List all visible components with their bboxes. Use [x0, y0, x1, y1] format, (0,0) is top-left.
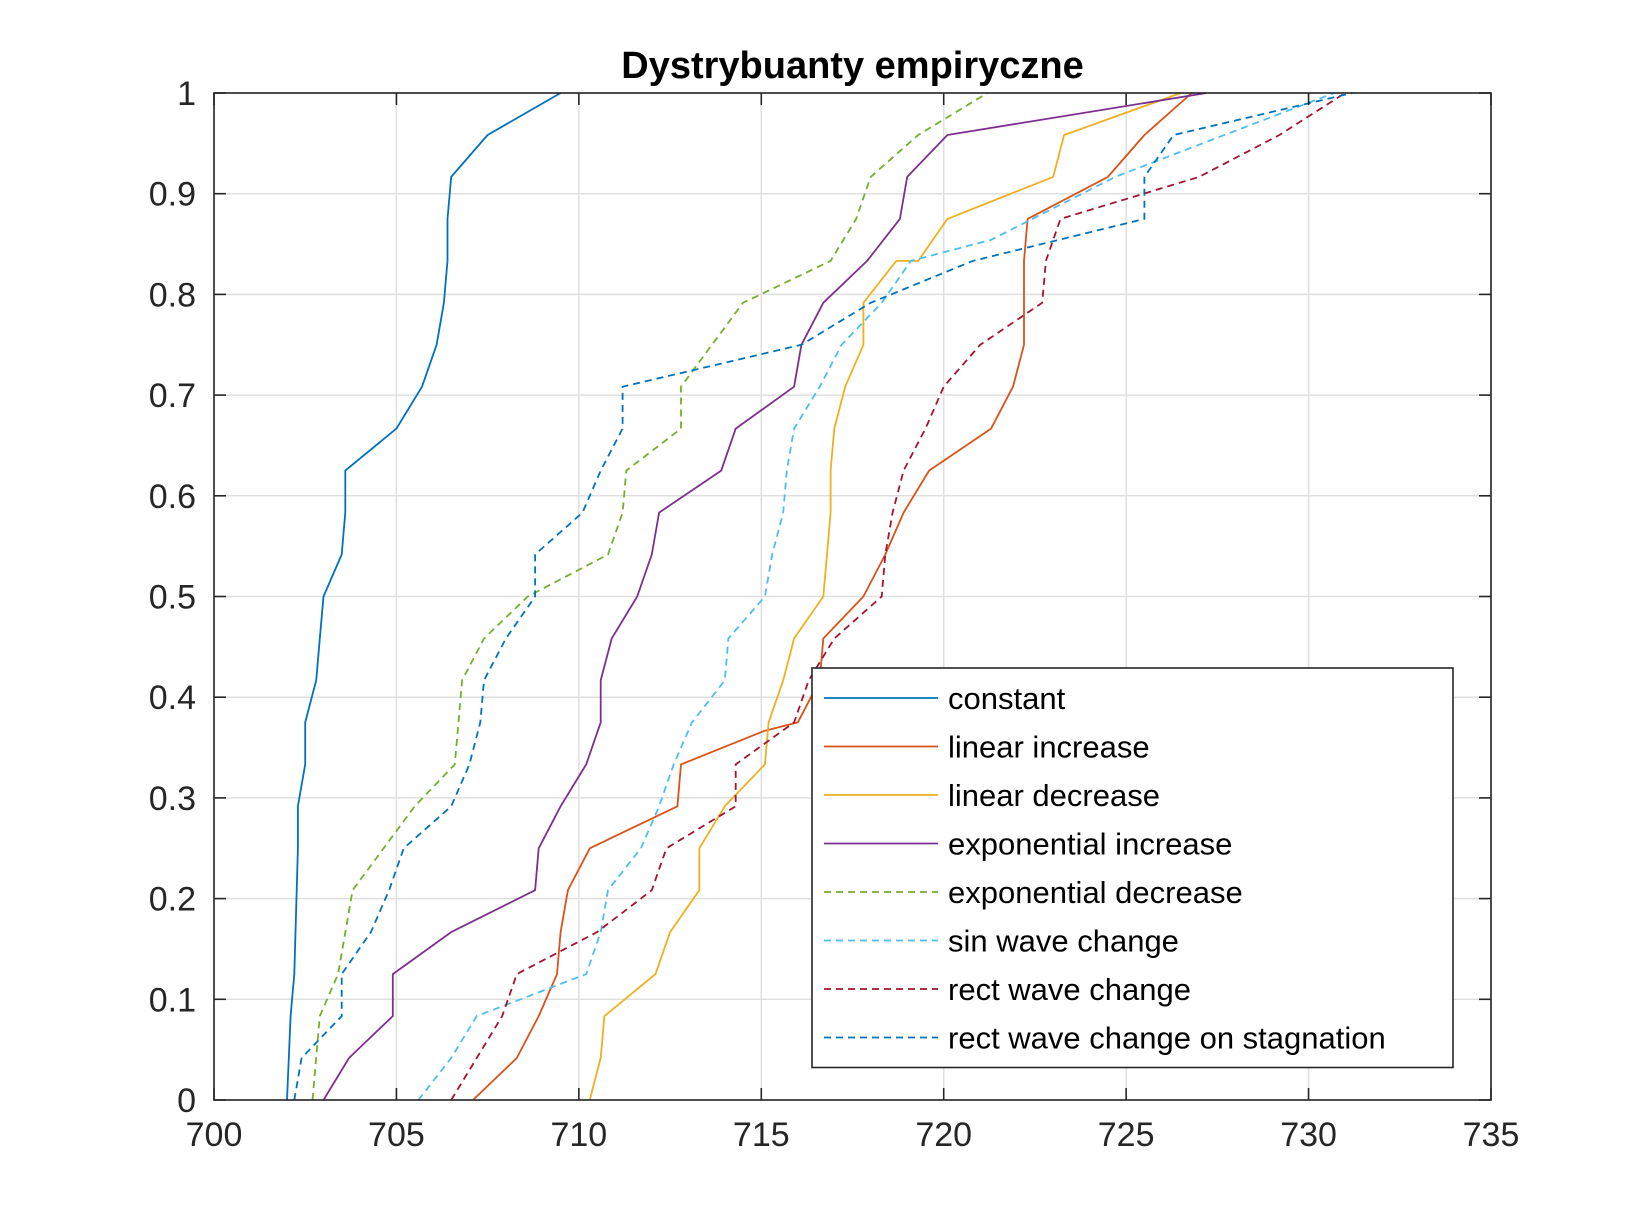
series-line-linear-decrease — [588, 92, 1182, 1101]
y-axis-ticks: 0 0.1 0.2 0.3 0.4 0.5 0.6 0.7 0.8 0.9 1 — [149, 75, 1491, 1120]
x-tick-label: 730 — [1280, 1116, 1337, 1154]
x-tick-label: 700 — [186, 1116, 243, 1154]
x-tick-label: 720 — [915, 1116, 972, 1154]
x-tick-label: 725 — [1098, 1116, 1155, 1154]
y-tick-label: 0.9 — [149, 176, 196, 214]
legend-entry-label: linear decrease — [948, 778, 1160, 813]
series-line-exponential-decrease — [311, 92, 988, 1101]
x-tick-label: 710 — [550, 1116, 607, 1154]
y-tick-label: 0.5 — [149, 579, 196, 617]
legend-entry-label: linear increase — [948, 730, 1150, 765]
y-tick-label: 0.3 — [149, 780, 196, 818]
x-tick-label: 705 — [368, 1116, 425, 1154]
series-line-rect-wave-change — [450, 92, 1346, 1101]
chart-title: Dystrybuanty empiryczne — [621, 45, 1084, 87]
legend-box — [811, 667, 1454, 1069]
legend-entry-label: rect wave change on stagnation — [948, 1021, 1386, 1056]
x-tick-label: 735 — [1463, 1116, 1520, 1154]
y-tick-label: 0.4 — [149, 679, 196, 717]
series-line-sin-wave-change — [417, 92, 1335, 1101]
series-line-exponential-increase — [322, 92, 1207, 1101]
legend-entry-label: exponential decrease — [948, 875, 1243, 910]
legend-entry-label: exponential increase — [948, 827, 1232, 862]
x-tick-label: 715 — [733, 1116, 790, 1154]
y-tick-label: 0.2 — [149, 881, 196, 919]
legend-entry-label: rect wave change — [948, 972, 1191, 1007]
series-lines — [286, 92, 1353, 1101]
x-axis-ticks: 700 705 710 715 720 725 730 735 — [186, 93, 1520, 1154]
y-tick-label: 0.1 — [149, 981, 196, 1019]
series-line-constant — [286, 92, 562, 1101]
y-tick-label: 1 — [177, 75, 196, 113]
legend: constant linear increase linear decrease ex… — [811, 667, 1454, 1069]
legend-entry-label: sin wave change — [948, 924, 1179, 959]
y-tick-label: 0 — [177, 1082, 196, 1120]
legend-entry-label: constant — [948, 681, 1066, 716]
y-tick-label: 0.7 — [149, 377, 196, 415]
y-tick-label: 0.6 — [149, 478, 196, 516]
series-line-linear-increase — [472, 92, 1193, 1101]
series-line-rect-wave-change-on-stagnation — [293, 92, 1353, 1101]
y-tick-label: 0.8 — [149, 276, 196, 314]
